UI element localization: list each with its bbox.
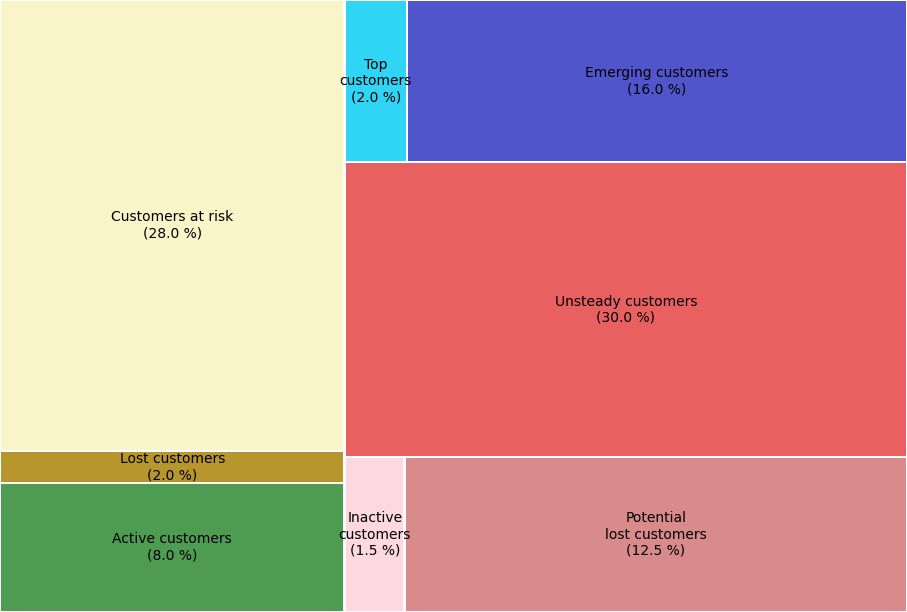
Bar: [346, 458, 404, 611]
Text: Customers at risk
(28.0 %): Customers at risk (28.0 %): [112, 211, 233, 241]
Bar: [406, 458, 905, 611]
Text: Inactive
customers
(1.5 %): Inactive customers (1.5 %): [338, 512, 411, 558]
Text: Potential
lost customers
(12.5 %): Potential lost customers (12.5 %): [605, 512, 707, 558]
Bar: [2, 484, 344, 611]
Bar: [346, 163, 905, 457]
Bar: [2, 452, 344, 482]
Bar: [346, 1, 405, 162]
Bar: [408, 1, 905, 162]
Text: Active customers
(8.0 %): Active customers (8.0 %): [112, 532, 232, 562]
Text: Unsteady customers
(30.0 %): Unsteady customers (30.0 %): [554, 294, 697, 325]
Text: Emerging customers
(16.0 %): Emerging customers (16.0 %): [585, 66, 728, 96]
Text: Lost customers
(2.0 %): Lost customers (2.0 %): [120, 452, 225, 482]
Text: Top
customers
(2.0 %): Top customers (2.0 %): [340, 58, 412, 104]
Bar: [2, 1, 344, 450]
